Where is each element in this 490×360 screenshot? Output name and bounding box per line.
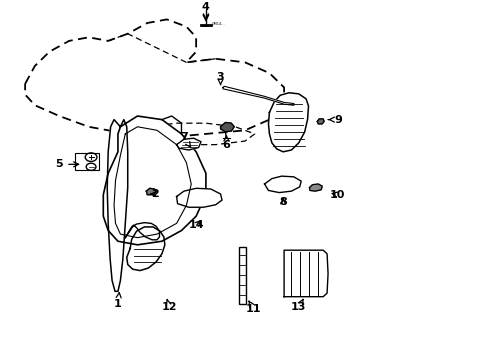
Text: 1: 1 <box>114 293 122 309</box>
Polygon shape <box>269 93 309 152</box>
Polygon shape <box>147 188 156 195</box>
Polygon shape <box>223 86 294 105</box>
Text: 14: 14 <box>188 220 204 230</box>
Polygon shape <box>176 138 201 150</box>
Circle shape <box>86 163 96 170</box>
Polygon shape <box>176 188 222 207</box>
Text: 10: 10 <box>330 190 345 200</box>
Text: 3: 3 <box>217 72 224 85</box>
Text: 2: 2 <box>151 189 158 199</box>
Text: 8: 8 <box>279 197 287 207</box>
Text: GM14...: GM14... <box>212 22 225 26</box>
Text: 12: 12 <box>162 300 177 312</box>
Polygon shape <box>318 119 324 124</box>
Text: 4: 4 <box>202 2 210 19</box>
Bar <box>239 247 246 304</box>
Polygon shape <box>265 176 301 193</box>
Text: 9: 9 <box>328 114 342 125</box>
Polygon shape <box>103 116 206 245</box>
Text: 7: 7 <box>180 132 191 148</box>
Text: 11: 11 <box>246 301 262 314</box>
Polygon shape <box>107 120 128 291</box>
Polygon shape <box>220 122 234 132</box>
Polygon shape <box>284 250 328 297</box>
Text: 13: 13 <box>291 300 306 312</box>
Text: 6: 6 <box>222 136 230 150</box>
Circle shape <box>85 153 97 161</box>
Polygon shape <box>125 222 159 240</box>
Polygon shape <box>127 227 165 271</box>
Text: 5: 5 <box>55 159 78 169</box>
Polygon shape <box>310 184 322 191</box>
